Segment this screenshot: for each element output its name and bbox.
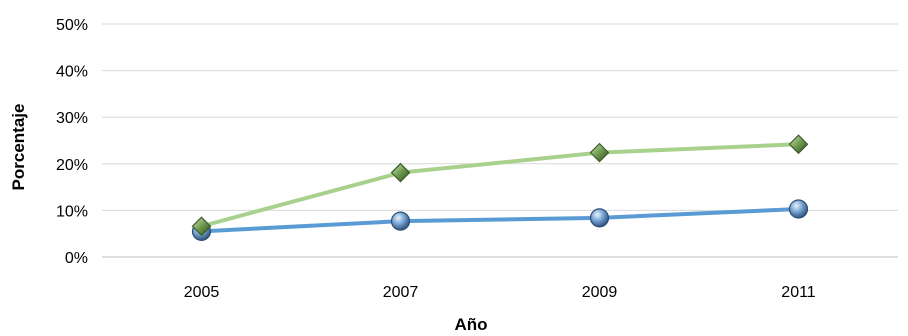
y-tick-label: 10% xyxy=(56,203,88,220)
y-tick-label: 50% xyxy=(56,17,88,34)
series-2-point xyxy=(788,134,809,155)
y-tick-label: 40% xyxy=(56,64,88,81)
y-axis-title: Porcentaje xyxy=(9,104,28,191)
series-2-point xyxy=(191,216,212,237)
series-2-point xyxy=(390,162,411,183)
series-1-point xyxy=(390,211,411,231)
x-tick-label: 2007 xyxy=(383,284,419,301)
series-1-line xyxy=(199,207,801,234)
series-group xyxy=(191,134,809,241)
y-tick-label: 0% xyxy=(65,250,88,267)
x-axis-title: Año xyxy=(454,315,487,334)
y-tick-label: 30% xyxy=(56,110,88,127)
series-2-line xyxy=(199,142,801,229)
x-tick-label: 2005 xyxy=(184,284,220,301)
y-axis-ticks: 0% 10% 20% 30% 40% 50% xyxy=(56,17,88,267)
x-axis-ticks: 2005 2007 2009 2011 xyxy=(184,284,816,301)
x-tick-label: 2009 xyxy=(582,284,618,301)
series-1-point xyxy=(589,208,610,228)
y-tick-label: 20% xyxy=(56,157,88,174)
series-2-point xyxy=(589,142,610,163)
series-1-point xyxy=(788,199,809,219)
x-tick-label: 2011 xyxy=(781,284,816,301)
